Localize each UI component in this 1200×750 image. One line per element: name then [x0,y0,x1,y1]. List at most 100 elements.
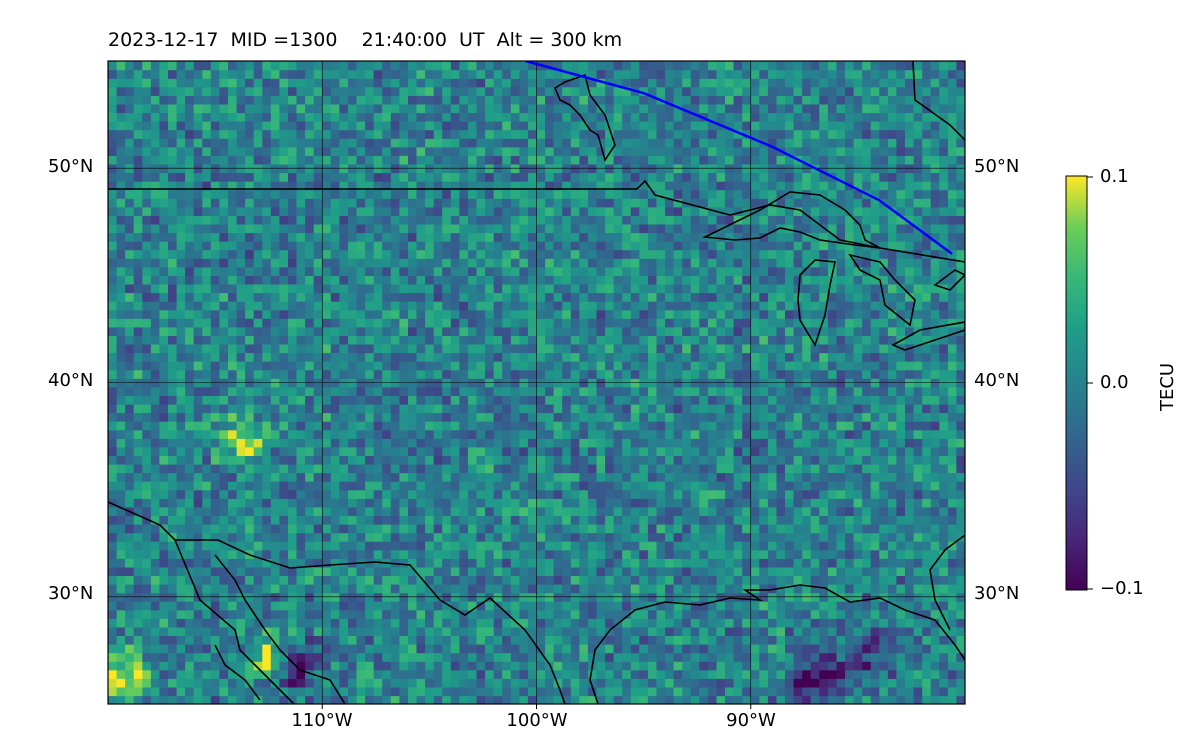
heatmap-cell [493,626,503,636]
heatmap-cell [947,541,958,551]
heatmap-cell [930,481,940,491]
heatmap-cell [922,489,932,499]
heatmap-cell [630,652,640,662]
heatmap-cell [827,343,838,354]
heatmap-cell [125,378,135,388]
heatmap-cell [133,361,143,371]
heatmap-cell [330,318,340,328]
heatmap-cell [570,644,580,654]
heatmap-cell [947,566,958,576]
heatmap-cell [305,669,315,679]
heatmap-cell [776,566,786,576]
heatmap-cell [493,301,503,311]
heatmap-cell [553,361,563,371]
heatmap-cell [725,558,735,568]
heatmap-cell [142,609,152,619]
heatmap-cell [819,326,829,336]
heatmap-cell [656,292,666,302]
heatmap-cell [485,386,495,396]
heatmap-cell [279,455,289,465]
heatmap-cell [176,515,186,525]
heatmap-cell [922,644,932,654]
heatmap-cell [305,489,315,499]
heatmap-cell [219,318,229,328]
heatmap-cell [116,601,126,611]
heatmap-cell [570,584,580,594]
heatmap-cell [502,283,512,294]
heatmap-cell [502,549,512,559]
heatmap-cell [905,361,915,371]
heatmap-cell [373,352,383,362]
heatmap-cell [459,541,469,551]
heatmap-cell [759,455,769,465]
heatmap-cell [905,566,915,576]
heatmap-cell [939,558,949,568]
heatmap-cell [253,566,263,576]
heatmap-cell [605,489,615,499]
heatmap-cell [545,421,555,431]
heatmap-cell [647,506,658,516]
heatmap-cell [665,301,675,311]
heatmap-cell [373,601,383,611]
heatmap-cell [699,421,709,431]
heatmap-cell [785,292,795,302]
heatmap-cell [605,352,615,362]
heatmap-cell [939,318,949,328]
heatmap-cell [905,463,915,474]
heatmap-cell [613,506,623,516]
heatmap-cell [493,678,503,688]
heatmap-cell [725,283,735,294]
heatmap-cell [707,421,718,431]
heatmap-cell [408,618,418,628]
heatmap-cell [545,489,555,499]
heatmap-cell [459,489,469,499]
heatmap-cell [373,292,383,302]
heatmap-cell [725,524,735,534]
heatmap-cell [236,438,246,448]
heatmap-cell [836,686,846,697]
heatmap-cell [622,609,632,619]
heatmap-cell [793,524,803,534]
heatmap-cell [288,412,298,422]
heatmap-cell [416,395,426,405]
heatmap-cell [879,301,889,311]
heatmap-cell [956,506,965,516]
heatmap-cell [425,283,435,294]
heatmap-cell [373,318,383,328]
heatmap-cell [416,541,426,551]
heatmap-cell [896,498,906,508]
heatmap-cell [562,566,572,576]
heatmap-cell [382,549,392,559]
heatmap-cell [536,695,546,704]
heatmap-cell [956,309,965,319]
heatmap-cell [408,575,418,585]
heatmap-cell [322,532,332,542]
heatmap-cell [802,686,812,697]
heatmap-cell [922,318,932,328]
heatmap-cell [262,575,272,585]
heatmap-cell [716,558,726,568]
heatmap-cell [433,275,443,285]
heatmap-cell [725,403,735,414]
heatmap-cell [348,635,358,645]
heatmap-cell [142,626,152,636]
heatmap-cell [879,669,889,679]
heatmap-cell [656,283,666,294]
heatmap-cell [193,472,203,482]
heatmap-cell [519,609,529,619]
heatmap-cell [408,489,418,499]
heatmap-cell [142,421,152,431]
heatmap-cell [605,343,615,354]
heatmap-cell [193,524,203,534]
heatmap-cell [210,601,220,611]
heatmap-cell [502,635,512,645]
heatmap-cell [527,618,538,628]
heatmap-cell [150,566,161,576]
heatmap-cell [776,678,786,688]
heatmap-cell [622,686,632,697]
heatmap-cell [750,695,760,704]
heatmap-cell [125,558,135,568]
heatmap-cell [219,395,229,405]
heatmap-cell [793,686,803,697]
heatmap-cell [116,584,126,594]
